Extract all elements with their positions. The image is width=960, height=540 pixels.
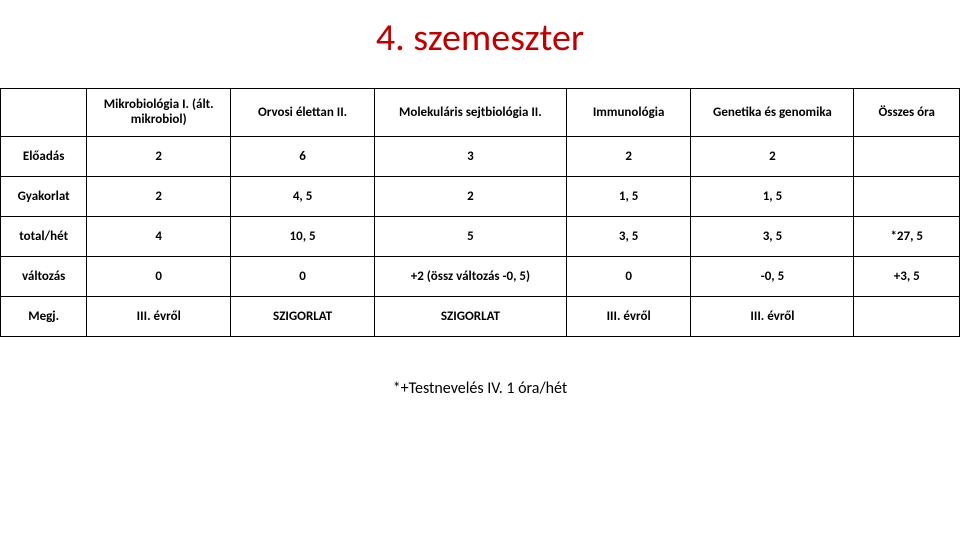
cell [854,176,960,216]
table-row: Gyakorlat 2 4, 5 2 1, 5 1, 5 [1,176,960,216]
cell: 4, 5 [231,176,375,216]
cell: 2 [691,136,854,176]
slide: 4. szemeszter Mikrobiológia I. (ált. mik… [0,0,960,540]
cell: III. évről [87,296,231,336]
footnote: *+Testnevelés IV. 1 óra/hét [0,379,960,398]
cell: *27, 5 [854,216,960,256]
cell: 3, 5 [566,216,691,256]
cell: 2 [566,136,691,176]
col-header-sejtbiologia: Molekuláris sejtbiológia II. [374,88,566,136]
cell: 6 [231,136,375,176]
row-label-gyakorlat: Gyakorlat [1,176,87,216]
col-header-elettan: Orvosi élettan II. [231,88,375,136]
col-header-genetika: Genetika és genomika [691,88,854,136]
col-header-mikrobiologia: Mikrobiológia I. (ált. mikrobiol) [87,88,231,136]
cell: 0 [231,256,375,296]
cell: 3, 5 [691,216,854,256]
col-header-empty [1,88,87,136]
table-row: total/hét 4 10, 5 5 3, 5 3, 5 *27, 5 [1,216,960,256]
cell: 2 [374,176,566,216]
row-label-megj: Megj. [1,296,87,336]
schedule-table: Mikrobiológia I. (ált. mikrobiol) Orvosi… [0,88,960,337]
cell [854,296,960,336]
cell: +2 (össz változás -0, 5) [374,256,566,296]
cell: 0 [566,256,691,296]
table-row: változás 0 0 +2 (össz változás -0, 5) 0 … [1,256,960,296]
cell: +3, 5 [854,256,960,296]
cell: III. évről [566,296,691,336]
cell: SZIGORLAT [231,296,375,336]
col-header-immunologia: Immunológia [566,88,691,136]
table-row: Megj. III. évről SZIGORLAT SZIGORLAT III… [1,296,960,336]
row-label-eloadas: Előadás [1,136,87,176]
table-row: Előadás 2 6 3 2 2 [1,136,960,176]
cell: SZIGORLAT [374,296,566,336]
cell: 4 [87,216,231,256]
cell: III. évről [691,296,854,336]
table-header-row: Mikrobiológia I. (ált. mikrobiol) Orvosi… [1,88,960,136]
cell: 5 [374,216,566,256]
page-title: 4. szemeszter [0,18,960,60]
cell: 0 [87,256,231,296]
cell: 2 [87,176,231,216]
cell: -0, 5 [691,256,854,296]
cell [854,136,960,176]
cell: 1, 5 [566,176,691,216]
col-header-osszes: Összes óra [854,88,960,136]
cell: 3 [374,136,566,176]
row-label-valtozas: változás [1,256,87,296]
cell: 10, 5 [231,216,375,256]
cell: 1, 5 [691,176,854,216]
cell: 2 [87,136,231,176]
row-label-total: total/hét [1,216,87,256]
